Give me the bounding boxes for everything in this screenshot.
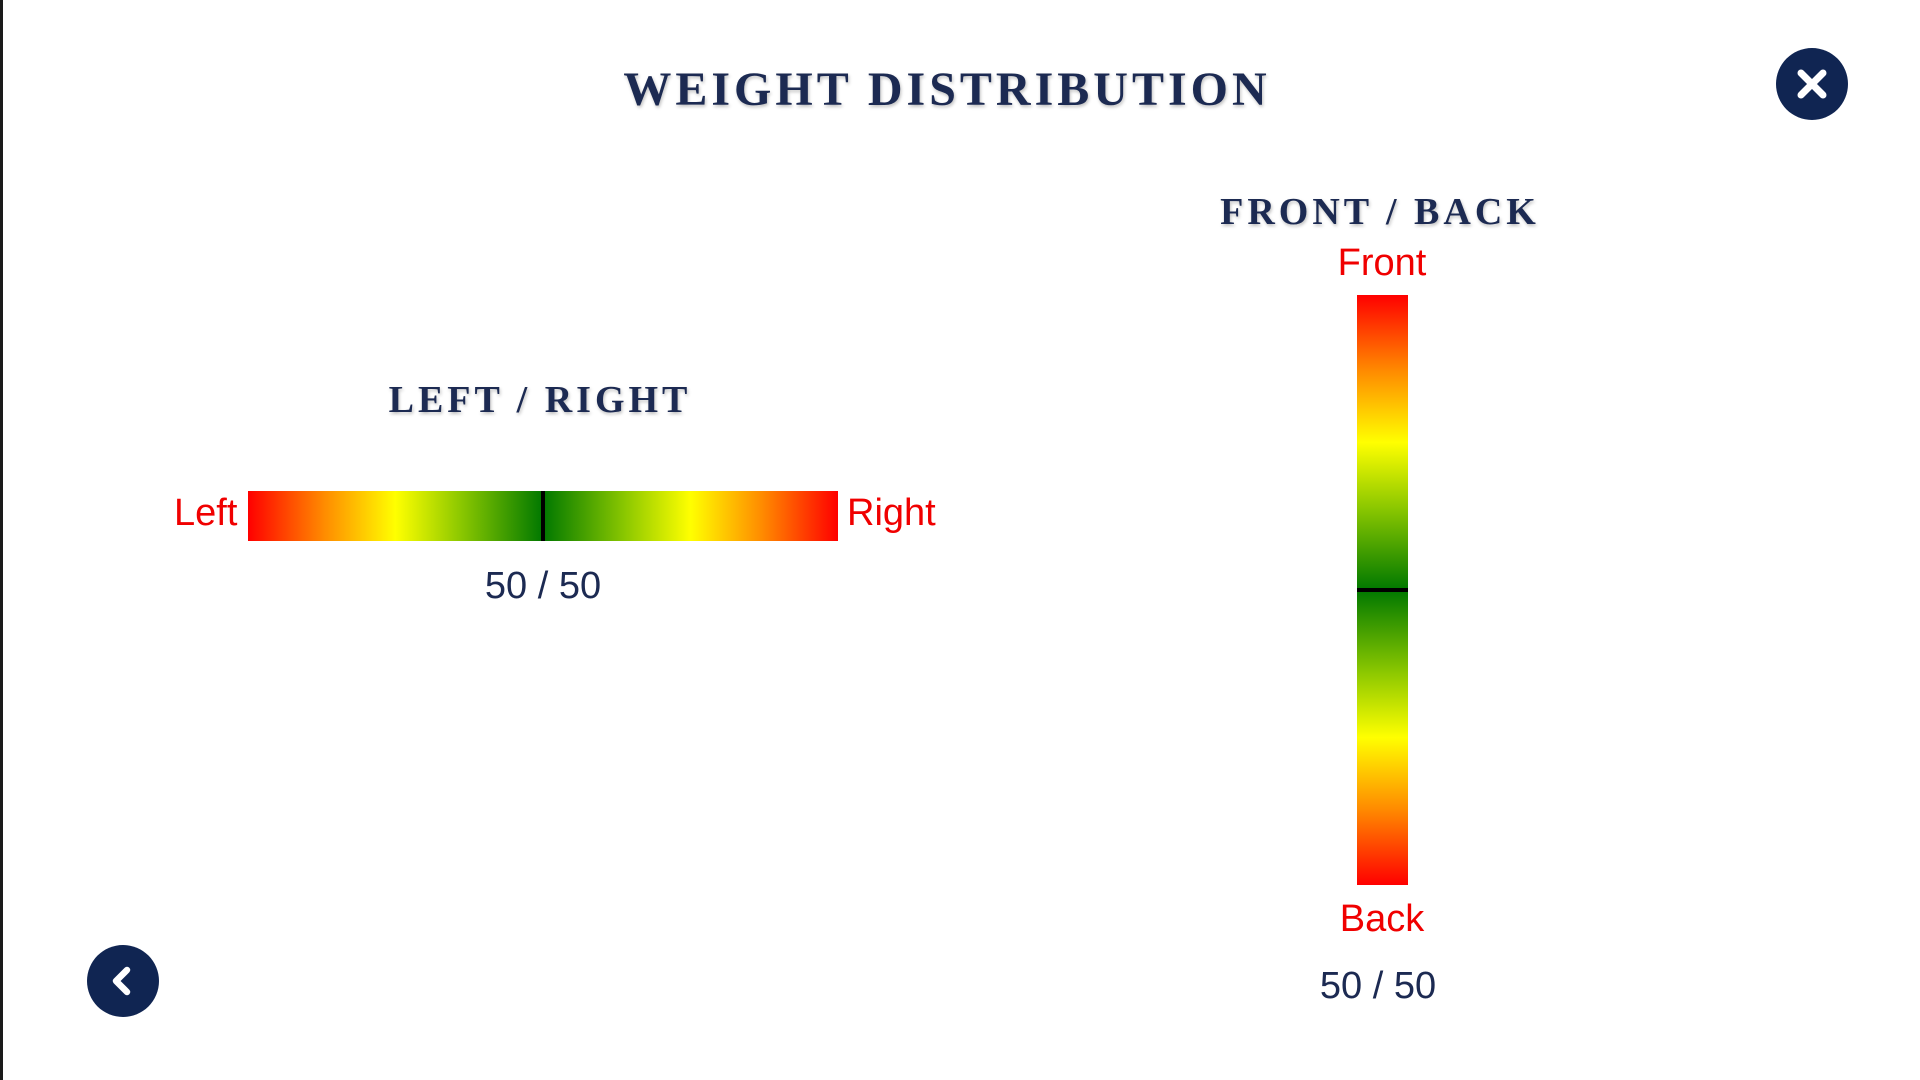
left-right-balance-marker: [541, 491, 545, 541]
left-right-balance-bar: [248, 491, 838, 541]
front-back-balance-bar: [1357, 295, 1408, 885]
left-edge-border: [0, 0, 3, 1080]
right-label: Right: [847, 492, 936, 534]
page-title: WEIGHT DISTRIBUTION: [623, 63, 1271, 116]
front-back-ratio: 50 / 50: [1319, 965, 1437, 1007]
left-right-title: LEFT / RIGHT: [388, 379, 692, 421]
close-button[interactable]: [1776, 48, 1848, 120]
chevron-left-icon: [112, 966, 131, 996]
front-label: Front: [1337, 242, 1427, 284]
back-label: Back: [1339, 898, 1425, 940]
close-icon: [1797, 69, 1827, 99]
front-back-title: FRONT / BACK: [1220, 191, 1540, 233]
back-button[interactable]: [87, 945, 159, 1017]
front-back-balance-marker: [1357, 588, 1408, 592]
left-label: Left: [174, 492, 238, 534]
left-right-ratio: 50 / 50: [484, 565, 602, 607]
